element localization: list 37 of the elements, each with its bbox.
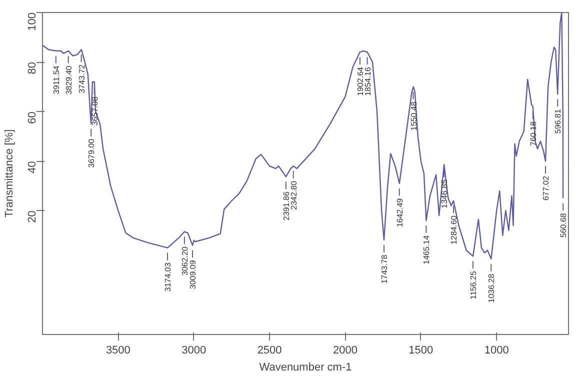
y-tick-label: 20 (26, 210, 38, 223)
y-axis-title: Transmittance [%] (4, 129, 16, 218)
annotation: 3911.54 (52, 65, 61, 94)
annotation: 3174.03 (164, 262, 173, 292)
annotation: 1036.28 (487, 273, 496, 303)
x-tick-label: 3500 (106, 344, 130, 356)
x-tick-label: 2000 (333, 344, 358, 356)
annotation: 1346.85 (440, 178, 450, 208)
annotation: 760.18 (528, 120, 538, 146)
x-axis-title: Wavenumber cm-1 (259, 362, 352, 374)
annotation: 677.02 (541, 175, 550, 200)
annotation: 1642.49 (395, 198, 404, 228)
annotation: 2391.86 (282, 191, 291, 220)
annotation: 3829.40 (64, 65, 74, 95)
y-tick-label: 60 (26, 112, 38, 124)
annotation: 596.81 (554, 108, 563, 134)
y-tick-label: 40 (26, 161, 38, 174)
annotation: 3062.20 (180, 246, 190, 276)
x-tick-label: 1000 (484, 344, 509, 356)
annotation: 3657.08 (90, 96, 100, 126)
annotation: 1284.60 (450, 215, 459, 245)
annotation: 3743.72 (77, 64, 86, 94)
annotation: 1550.48 (409, 101, 418, 131)
annotation: 1156.25 (468, 270, 478, 300)
x-tick-label: 1500 (408, 344, 434, 356)
x-tick-label: 2500 (257, 344, 282, 356)
y-tick-label: 80 (26, 62, 38, 74)
annotation: 3679.00 (87, 138, 96, 168)
annotation: 1743.78 (380, 254, 390, 284)
annotation: 3009.09 (188, 260, 198, 290)
x-tick-label: 3000 (182, 344, 206, 356)
annotation: 1902.64 (356, 66, 365, 96)
annotation: 2342.80 (289, 180, 298, 210)
annotation: 560.68 (559, 212, 568, 238)
annotation: 1854.16 (363, 66, 372, 96)
annotation: 1465.14 (422, 234, 432, 264)
y-tick-label: 100 (26, 12, 38, 31)
